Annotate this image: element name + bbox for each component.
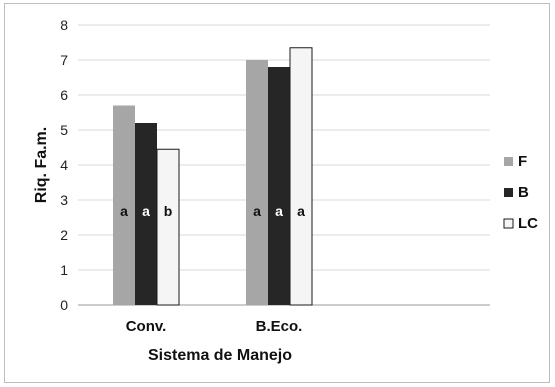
bar-annotation: a — [253, 203, 261, 219]
legend: FB LC — [503, 153, 538, 232]
y-axis-ticks: 0 1 2 3 4 5 6 7 8 — [60, 17, 68, 313]
y-tick-label: 2 — [60, 227, 68, 243]
x-category-label: Conv. — [126, 318, 167, 335]
bar-annotation: a — [142, 203, 150, 219]
bar-f-0 — [113, 105, 135, 305]
bar-annotation: a — [297, 203, 305, 219]
x-axis-category-labels: Conv. B.Eco. — [126, 318, 303, 335]
x-category-label: B.Eco. — [256, 318, 303, 335]
bar-annotation: b — [164, 203, 173, 219]
legend-label-f: F — [518, 153, 527, 170]
y-tick-label: 4 — [60, 157, 68, 173]
y-axis-title: Riq. Fa.m. — [33, 127, 50, 203]
bar-f-1 — [246, 60, 268, 305]
legend-swatch-f — [504, 157, 513, 166]
y-tick-label: 3 — [60, 192, 68, 208]
bar-lc-1 — [289, 47, 313, 306]
bar-b-0 — [135, 123, 157, 305]
legend-label-b: B — [518, 184, 529, 201]
bar-annotation: a — [275, 203, 283, 219]
bar-lc-0 — [156, 148, 180, 306]
bar-b-1 — [268, 67, 290, 305]
bars — [113, 47, 313, 306]
y-tick-label: 5 — [60, 122, 68, 138]
y-tick-label: 7 — [60, 52, 68, 68]
y-tick-label: 6 — [60, 87, 68, 103]
y-tick-label: 8 — [60, 17, 68, 33]
legend-swatch-b — [504, 188, 513, 197]
bar-annotation: a — [120, 203, 128, 219]
legend-swatch-lc — [503, 218, 514, 229]
y-tick-label: 0 — [60, 297, 68, 313]
x-axis-title: Sistema de Manejo — [148, 347, 292, 364]
y-tick-label: 1 — [60, 262, 68, 278]
legend-label-lc: LC — [518, 215, 538, 232]
